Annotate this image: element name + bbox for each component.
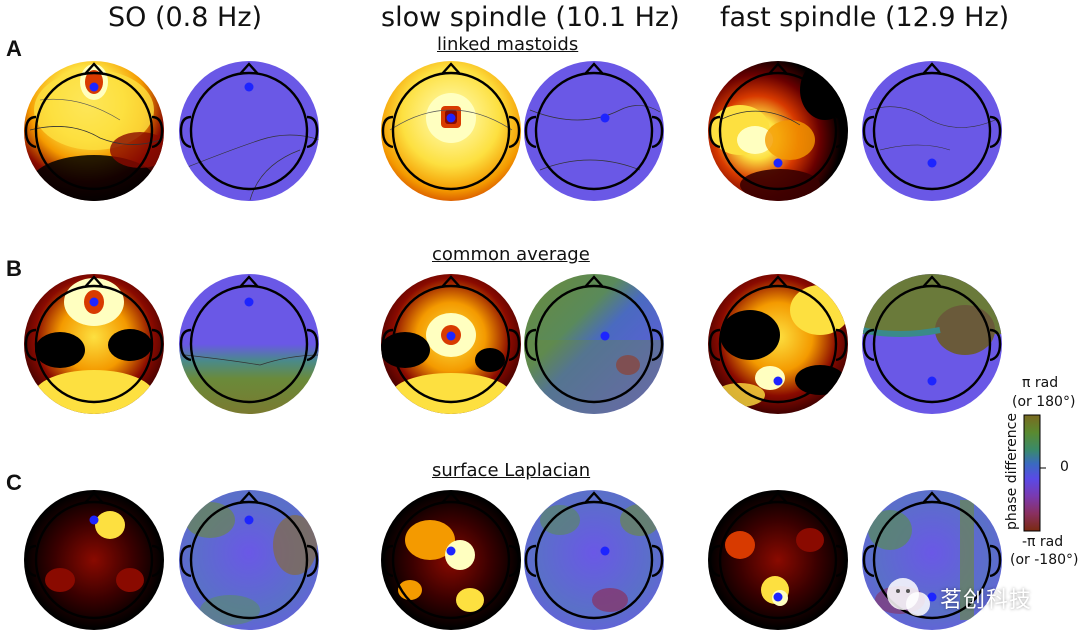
topo-b-slow-power — [381, 274, 521, 414]
seed-dot — [89, 82, 99, 92]
topo-b-fast-power — [708, 274, 848, 414]
seed-dot — [773, 376, 783, 386]
colorbar-top-label: π rad — [1022, 375, 1059, 391]
colorbar-top-sublabel: (or 180°) — [1012, 394, 1076, 410]
colorbar-zero-label: 0 — [1060, 459, 1069, 475]
phase-colorbar — [1023, 414, 1041, 532]
topo-b-slow-phase — [524, 274, 664, 414]
colorbar-bottom-sublabel: (or -180°) — [1010, 552, 1079, 568]
topo-b-so-phase — [179, 274, 319, 414]
topo-a-slow-phase — [524, 61, 664, 201]
topo-c-fast-phase — [862, 490, 1002, 630]
seed-dot — [244, 82, 254, 92]
seed-electrode-markers — [89, 82, 937, 602]
topo-c-so-phase — [179, 490, 319, 630]
seed-dot — [927, 158, 937, 168]
seed-dot — [600, 331, 610, 341]
seed-dot — [600, 113, 610, 123]
reference-label-surface-laplacian: surface Laplacian — [432, 460, 591, 481]
seed-dot — [89, 297, 99, 307]
topo-c-slow-power — [381, 490, 521, 630]
seed-dot — [446, 113, 456, 123]
reference-label-linked-mastoids: linked mastoids — [437, 34, 579, 55]
topo-a-fast-phase — [862, 61, 1002, 201]
topo-a-fast-power — [708, 61, 848, 201]
row-label-c: C — [6, 470, 22, 495]
topo-b-fast-phase — [862, 274, 1002, 414]
topo-b-so-power — [24, 274, 164, 414]
colorbar-title: phase difference — [1004, 413, 1020, 530]
topo-c-so-power — [24, 490, 164, 630]
seed-dot — [244, 297, 254, 307]
seed-dot — [773, 158, 783, 168]
seed-dot — [446, 546, 456, 556]
topo-a-so-phase — [179, 61, 319, 201]
seed-dot — [773, 592, 783, 602]
watermark-text: 茗创科技 — [940, 588, 1033, 613]
seed-dot — [446, 331, 456, 341]
topo-c-fast-power — [708, 490, 848, 630]
colorbar-bottom-label: -π rad — [1022, 534, 1064, 550]
column-title-fast-spindle: fast spindle (12.9 Hz) — [720, 2, 1010, 33]
seed-dot — [244, 515, 254, 525]
watermark-logo-icon — [887, 578, 930, 616]
column-title-slow-spindle: slow spindle (10.1 Hz) — [381, 2, 680, 33]
seed-dot — [927, 376, 937, 386]
topo-a-slow-power — [381, 61, 521, 201]
topo-c-slow-phase — [524, 490, 664, 630]
row-label-a: A — [6, 36, 22, 61]
column-title-so: SO (0.8 Hz) — [108, 2, 263, 33]
seed-dot — [89, 515, 99, 525]
row-label-b: B — [6, 256, 22, 281]
seed-dot — [927, 592, 937, 602]
seed-dot — [600, 546, 610, 556]
reference-label-common-average: common average — [432, 244, 590, 265]
